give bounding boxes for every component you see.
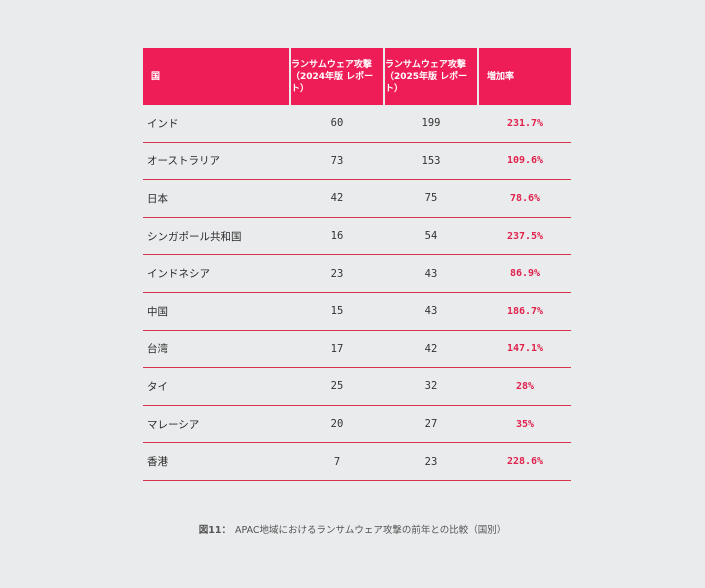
header-2024-report: ランサムウェア攻撃 （2024年版 レポート） [291,48,383,105]
cell-2024: 25 [330,380,344,393]
cell-2024: 17 [330,342,344,355]
cell-country: タイ [147,380,168,393]
cell-2024: 60 [330,117,344,130]
header-2024-line2: （2024年版 レポート） [291,71,374,94]
cell-2024: 73 [330,154,344,167]
table-row: 香港 7 23 228.6% [143,443,571,481]
cell-2024: 20 [330,418,344,431]
header-increase-rate: 増加率 [479,48,571,105]
header-2025-line2: （2025年版 レポート） [385,71,468,94]
cell-increase: 28% [515,380,535,392]
cell-increase: 186.7% [506,305,544,317]
cell-2024: 15 [330,305,344,318]
cell-2025: 43 [424,305,438,318]
cell-2025: 27 [424,418,438,431]
cell-2024: 16 [330,230,344,243]
cell-2025: 199 [421,117,441,130]
header-2025-report: ランサムウェア攻撃 （2025年版 レポート） [385,48,477,105]
table-row: 中国 15 43 186.7% [143,293,571,331]
cell-2025: 54 [424,230,438,243]
cell-increase: 231.7% [506,117,544,129]
cell-increase: 86.9% [509,268,541,280]
cell-increase: 147.1% [506,343,544,355]
cell-2024: 42 [330,192,344,205]
header-increase-label: 増加率 [487,71,515,82]
cell-country: マレーシア [147,418,200,431]
cell-2025: 43 [424,267,438,280]
cell-2025: 42 [424,342,438,355]
cell-country: オーストラリア [147,155,220,168]
cell-2025: 153 [421,154,441,167]
cell-country: 香港 [147,456,168,469]
cell-country: シンガポール共和国 [147,230,242,243]
table-header-row: 国 ランサムウェア攻撃 （2024年版 レポート） ランサムウェア攻撃 （202… [143,48,571,105]
header-country: 国 [143,48,289,105]
table-row: シンガポール共和国 16 54 237.5% [143,218,571,256]
cell-2025: 75 [424,192,438,205]
figure-caption: 図11： APAC地域におけるランサムウェア攻撃の前年との比較（国別） [0,522,705,536]
table-row: インド 60 199 231.7% [143,105,571,143]
table-row: 日本 42 75 78.6% [143,180,571,218]
cell-2024: 23 [330,267,344,280]
cell-2025: 23 [424,455,438,468]
cell-increase: 109.6% [506,155,544,167]
cell-country: インドネシア [147,268,210,281]
table-row: タイ 25 32 28% [143,368,571,406]
cell-country: 台湾 [147,343,168,356]
header-2024-line1: ランサムウェア攻撃 [291,59,372,70]
cell-increase: 35% [515,418,535,430]
table-row: マレーシア 20 27 35% [143,406,571,444]
cell-increase: 228.6% [506,456,544,468]
cell-country: インド [147,117,179,130]
cell-country: 中国 [147,305,168,318]
figure-caption-text: APAC地域におけるランサムウェア攻撃の前年との比較（国別） [234,525,507,536]
cell-2024: 7 [333,455,341,468]
cell-2025: 32 [424,380,438,393]
figure-caption-label: 図11： [198,525,231,536]
cell-increase: 78.6% [509,192,541,204]
header-2025-line1: ランサムウェア攻撃 [385,59,466,70]
table-row: インドネシア 23 43 86.9% [143,255,571,293]
cell-increase: 237.5% [506,230,544,242]
ransomware-comparison-table: 国 ランサムウェア攻撃 （2024年版 レポート） ランサムウェア攻撃 （202… [143,48,571,481]
table-row: 台湾 17 42 147.1% [143,331,571,369]
table-row: オーストラリア 73 153 109.6% [143,143,571,181]
cell-country: 日本 [147,192,168,205]
header-country-label: 国 [151,71,161,82]
